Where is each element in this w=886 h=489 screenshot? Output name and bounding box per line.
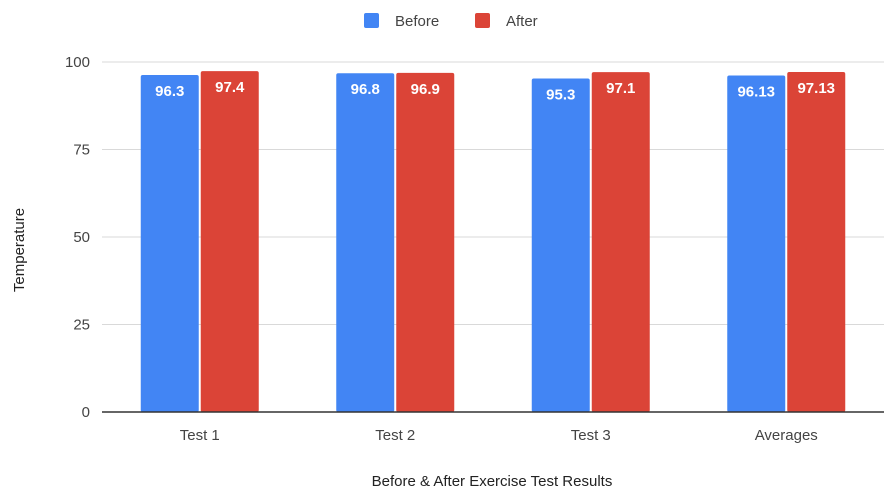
- y-tick-label: 50: [73, 229, 90, 246]
- bars: 96.3 97.4 96.8 96.9 95.3 97.1 96.13 97.13: [140, 71, 846, 413]
- x-tick-label: Test 3: [571, 427, 611, 444]
- y-axis-title: Temperature: [11, 208, 28, 292]
- legend-swatch-after: [475, 13, 490, 28]
- legend-swatch-before: [364, 13, 379, 28]
- data-label: 96.8: [351, 81, 380, 98]
- bar-before-averages[interactable]: [727, 75, 786, 413]
- data-label: 96.13: [737, 84, 775, 101]
- x-tick-label: Test 2: [375, 427, 415, 444]
- data-label: 97.13: [797, 80, 835, 97]
- x-axis-title: Before & After Exercise Test Results: [372, 473, 613, 489]
- bar-before-test-3[interactable]: [531, 78, 590, 412]
- data-label: 97.1: [606, 80, 635, 97]
- bar-after-test-1[interactable]: [200, 71, 259, 412]
- data-label: 97.4: [215, 79, 245, 96]
- x-tick-label: Averages: [755, 427, 818, 444]
- data-label: 95.3: [546, 86, 575, 103]
- legend-label-after: After: [506, 13, 538, 30]
- y-tick-label: 100: [65, 54, 90, 71]
- data-label: 96.3: [155, 83, 184, 100]
- y-tick-label: 75: [73, 142, 90, 159]
- y-tick-label: 25: [73, 317, 90, 334]
- bar-before-test-2[interactable]: [336, 73, 395, 412]
- legend-label-before: Before: [395, 13, 439, 30]
- bar-before-test-1[interactable]: [140, 74, 199, 412]
- bar-after-averages[interactable]: [787, 72, 846, 413]
- x-tick-label: Test 1: [180, 427, 220, 444]
- axes: 0 25 50 75 100 Test 1 Test 2 Test 3 Averages: [65, 54, 884, 444]
- bar-after-test-2[interactable]: [396, 72, 455, 412]
- bar-after-test-3[interactable]: [591, 72, 650, 413]
- y-tick-label: 0: [82, 404, 90, 421]
- data-label: 96.9: [411, 81, 440, 98]
- legend[interactable]: Before After: [364, 13, 538, 30]
